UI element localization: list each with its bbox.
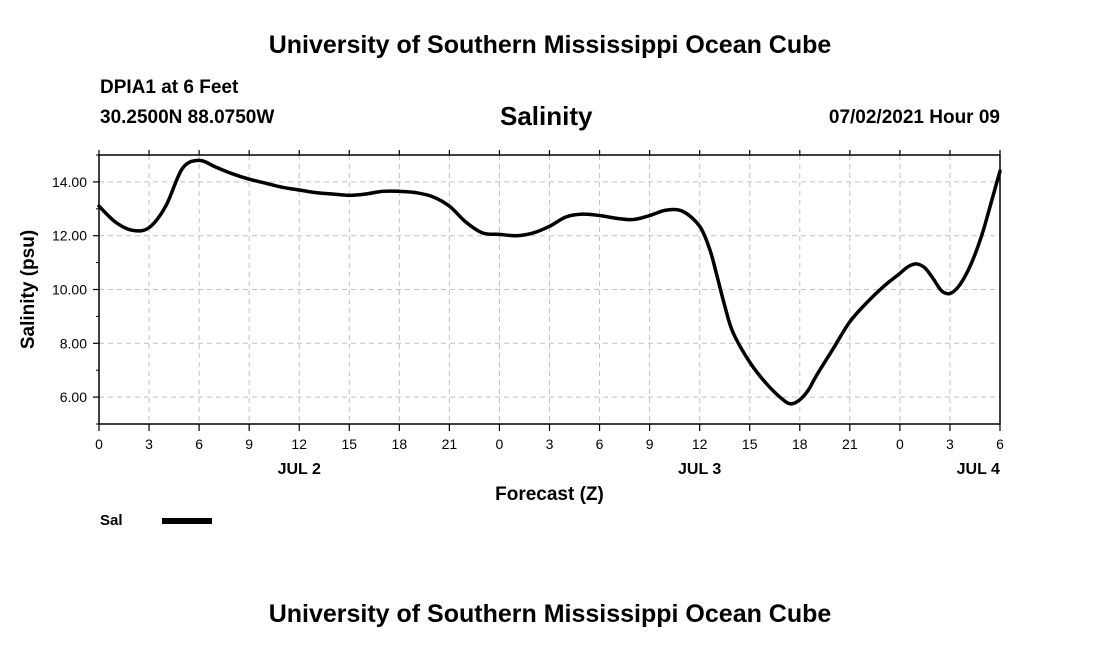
x-tick-label: 18 bbox=[392, 436, 408, 452]
plot-frame bbox=[98, 154, 1001, 425]
x-tick-label: 12 bbox=[291, 436, 307, 452]
date-label: JUL 2 bbox=[278, 461, 321, 478]
y-tick-label: 14.00 bbox=[52, 174, 87, 190]
x-tick-label: 3 bbox=[546, 436, 554, 452]
timestamp-label: 07/02/2021 Hour 09 bbox=[828, 107, 1000, 128]
salinity-series-line bbox=[97, 158, 1002, 406]
legend-label: Sal bbox=[100, 512, 123, 529]
y-axis-ticks: 6.00 8.00 10.00 12.00 14.00 bbox=[52, 154, 99, 425]
x-tick-label: 3 bbox=[946, 436, 954, 452]
chart-header-title: University of Southern Mississippi Ocean… bbox=[268, 31, 832, 59]
grid-lines bbox=[99, 155, 1000, 424]
x-tick-label: 18 bbox=[792, 436, 808, 452]
y-tick-label: 10.00 bbox=[52, 282, 87, 298]
x-tick-label: 0 bbox=[896, 436, 904, 452]
x-axis-label: Forecast (Z) bbox=[495, 484, 604, 505]
x-tick-label: 6 bbox=[596, 436, 604, 452]
x-tick-label: 21 bbox=[442, 436, 458, 452]
x-tick-label: 15 bbox=[742, 436, 758, 452]
y-tick-label: 6.00 bbox=[60, 389, 87, 405]
chart-title: Salinity bbox=[500, 101, 593, 131]
coordinates-label: 30.2500N 88.0750W bbox=[100, 107, 275, 128]
x-tick-label: 9 bbox=[646, 436, 654, 452]
x-axis-ticks: 0 3 6 9 12 15 18 21 0 3 6 9 12 15 18 21 0 3 6 bbox=[95, 150, 1004, 452]
x-tick-label: 12 bbox=[692, 436, 708, 452]
station-label: DPIA1 at 6 Feet bbox=[100, 77, 239, 98]
x-tick-label: 3 bbox=[145, 436, 153, 452]
chart-footer-title: University of Southern Mississippi Ocean… bbox=[268, 600, 832, 628]
date-label: JUL 4 bbox=[957, 461, 1000, 478]
y-axis-label: Salinity (psu) bbox=[18, 230, 39, 349]
x-tick-label: 0 bbox=[95, 436, 103, 452]
x-tick-label: 6 bbox=[195, 436, 203, 452]
x-tick-label: 9 bbox=[245, 436, 253, 452]
y-tick-label: 8.00 bbox=[60, 335, 87, 351]
x-tick-label: 0 bbox=[496, 436, 504, 452]
date-label: JUL 3 bbox=[678, 461, 721, 478]
date-labels: JUL 2 JUL 3 JUL 4 bbox=[278, 461, 1000, 478]
x-tick-label: 6 bbox=[996, 436, 1004, 452]
x-tick-label: 21 bbox=[842, 436, 858, 452]
x-tick-label: 15 bbox=[341, 436, 357, 452]
y-tick-label: 12.00 bbox=[52, 228, 87, 244]
